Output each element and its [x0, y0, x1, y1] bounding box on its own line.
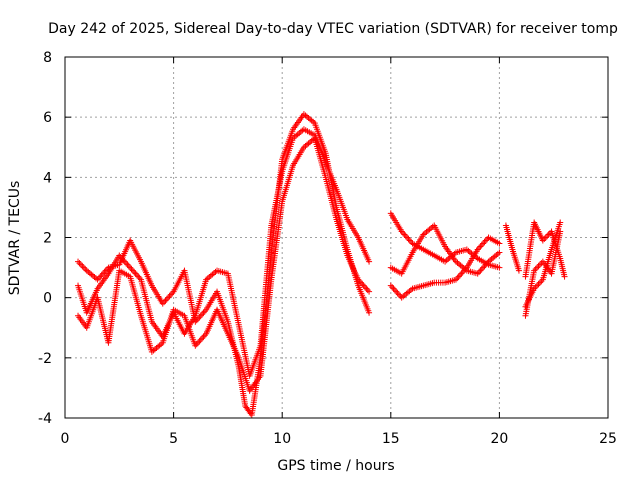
- x-tick-label: 20: [490, 431, 508, 447]
- data-point: [77, 261, 84, 268]
- data-point: [481, 239, 488, 246]
- data-point: [387, 282, 394, 289]
- data-point: [200, 333, 207, 340]
- y-tick-label: -4: [38, 411, 52, 427]
- data-point: [557, 219, 564, 226]
- data-point: [389, 284, 396, 291]
- data-point: [391, 287, 398, 294]
- x-tick-label: 15: [382, 431, 400, 447]
- y-tick-label: 8: [43, 50, 52, 66]
- data-point: [515, 267, 522, 274]
- data-point: [199, 335, 206, 342]
- data-point: [364, 287, 371, 294]
- gridlines: [65, 57, 608, 418]
- data-point: [366, 309, 373, 316]
- y-tick-label: 6: [43, 110, 52, 126]
- data-point: [457, 272, 464, 279]
- data-point: [363, 285, 370, 292]
- data-point: [133, 272, 140, 279]
- data-point: [406, 237, 413, 244]
- data-point: [534, 264, 541, 271]
- data-point: [401, 231, 408, 238]
- data-point: [199, 311, 206, 318]
- data-point: [167, 291, 174, 298]
- data-point: [82, 266, 89, 273]
- data-point: [162, 297, 169, 304]
- data-point: [394, 290, 401, 297]
- data-point: [478, 266, 485, 273]
- x-axis-label: GPS time / hours: [277, 458, 394, 474]
- data-point: [128, 266, 135, 273]
- data-point: [390, 285, 397, 292]
- data-point: [102, 267, 109, 274]
- data-point: [366, 258, 373, 265]
- data-point: [135, 273, 142, 280]
- x-tick-label: 5: [169, 431, 178, 447]
- y-tick-label: 0: [43, 291, 52, 307]
- data-point: [359, 281, 366, 288]
- data-point: [165, 294, 172, 301]
- data-point: [402, 232, 409, 239]
- data-point: [195, 339, 202, 346]
- data-point: [458, 270, 465, 277]
- data-point: [484, 236, 491, 243]
- y-tick-label: 2: [43, 231, 52, 247]
- data-point: [393, 288, 400, 295]
- data-point: [455, 273, 462, 280]
- data-point: [496, 249, 503, 256]
- data-point: [132, 270, 139, 277]
- data-point: [545, 231, 552, 238]
- data-point: [125, 263, 132, 270]
- data-point: [166, 293, 173, 300]
- data-point: [561, 273, 568, 280]
- data-point: [478, 242, 485, 249]
- data-point: [366, 288, 373, 295]
- chart-title: Day 242 of 2025, Sidereal Day-to-day VTE…: [48, 21, 618, 37]
- y-tick-label: 4: [43, 170, 52, 186]
- data-point: [405, 236, 412, 243]
- data-point: [129, 267, 136, 274]
- data-point: [76, 260, 83, 267]
- axis-ticks: [64, 56, 609, 419]
- x-tick-label: 0: [61, 431, 70, 447]
- data-point: [477, 243, 484, 250]
- data-point: [536, 279, 543, 286]
- data-marks: [75, 111, 568, 418]
- data-point: [480, 240, 487, 247]
- data-point: [476, 269, 483, 276]
- x-tick-label: 25: [599, 431, 617, 447]
- data-point: [124, 261, 131, 268]
- data-point: [80, 264, 87, 271]
- data-point: [404, 234, 411, 241]
- data-point: [123, 260, 130, 267]
- data-point: [534, 282, 541, 289]
- y-axis-label: SDTVAR / TECUs: [7, 181, 23, 296]
- data-point: [536, 261, 543, 268]
- data-point: [75, 258, 82, 265]
- data-point: [496, 264, 503, 271]
- data-point: [496, 240, 503, 247]
- x-tick-label: 10: [273, 431, 291, 447]
- data-point: [163, 296, 170, 303]
- data-point: [535, 263, 542, 270]
- data-point: [200, 309, 207, 316]
- data-point: [79, 263, 86, 270]
- data-point: [362, 284, 369, 291]
- y-tick-label: -2: [38, 351, 52, 367]
- data-point: [131, 269, 138, 276]
- data-point: [535, 281, 542, 288]
- data-point: [542, 234, 549, 241]
- data-point: [197, 336, 204, 343]
- data-point: [127, 264, 134, 271]
